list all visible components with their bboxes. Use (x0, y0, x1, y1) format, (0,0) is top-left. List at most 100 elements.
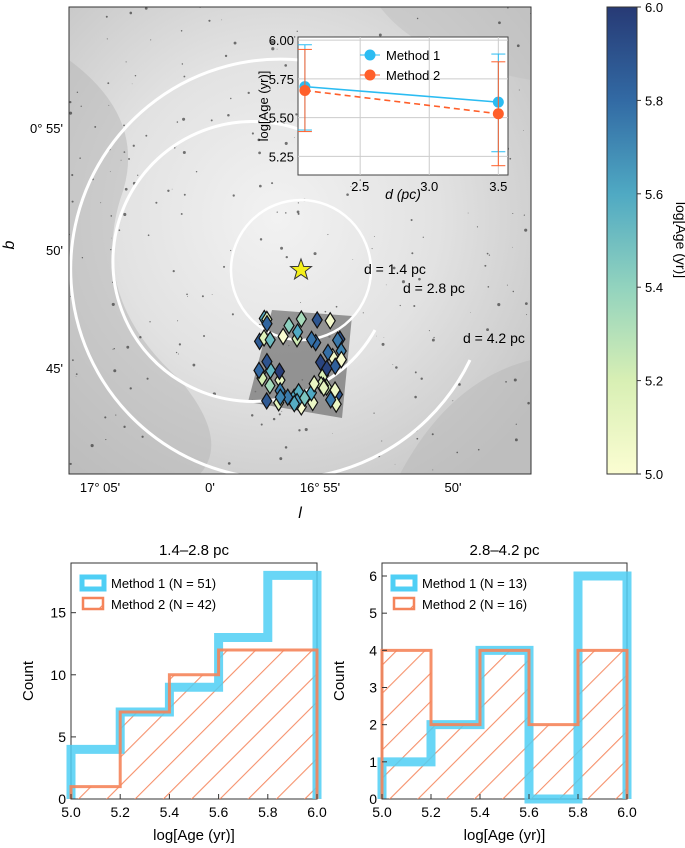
star-diamond (305, 330, 318, 349)
inset-legend-label: Method 2 (386, 68, 440, 83)
star-diamond (273, 362, 286, 381)
field-star (411, 252, 414, 255)
histogram-1.4-2.8pc: 5.0 5.2 5.4 5.6 5.8 6.0 0 5 10 15 1.4–2.8 pc log[Ag… (20, 542, 327, 844)
field-star (105, 15, 108, 18)
field-star (105, 438, 107, 441)
field-star (71, 173, 74, 177)
star-diamond (261, 314, 273, 333)
field-star (381, 440, 383, 442)
field-star (145, 134, 148, 137)
field-star (467, 212, 469, 214)
method2-histogram (69, 648, 319, 799)
legend-method1-swatch (390, 574, 418, 592)
field-star (233, 41, 237, 45)
star-diamond (324, 311, 336, 330)
field-star (129, 11, 133, 15)
field-star (371, 248, 373, 250)
field-star (224, 54, 228, 58)
field-star (107, 82, 110, 85)
field-star (335, 305, 338, 308)
field-star (210, 119, 213, 122)
field-star (428, 330, 430, 332)
field-star (230, 249, 232, 252)
field-star (123, 124, 125, 127)
field-star (486, 252, 489, 255)
inset-legend-label: Method 1 (386, 48, 440, 63)
field-star (418, 277, 421, 281)
field-star (223, 265, 226, 268)
inset-xtick: 2.5 (351, 179, 369, 194)
field-star (109, 171, 111, 173)
star-diamond (261, 352, 273, 371)
field-star (476, 226, 479, 228)
field-star (167, 189, 170, 192)
field-star (431, 338, 435, 342)
field-star (120, 159, 122, 161)
field-star (104, 416, 107, 419)
field-star (118, 229, 121, 232)
field-star (132, 144, 135, 147)
field-star (294, 137, 295, 138)
field-star (514, 438, 518, 442)
field-star (182, 117, 186, 121)
field-star (112, 348, 114, 350)
field-star (100, 202, 102, 204)
inset-ytick: 5.25 (269, 149, 294, 164)
map-ytick: 50' (46, 243, 63, 258)
field-star (125, 61, 127, 63)
star-diamond (283, 316, 295, 335)
field-star (296, 30, 298, 32)
field-star (284, 446, 288, 449)
field-star (359, 179, 361, 181)
field-star (523, 214, 525, 216)
colorbar-tick-label: 6.0 (645, 0, 663, 15)
field-star (385, 284, 387, 286)
field-star (298, 429, 301, 432)
hist-xlabel: log[Age (yr)] (153, 827, 235, 844)
field-star (513, 378, 517, 382)
field-star (94, 125, 97, 128)
field-star (180, 30, 183, 32)
colorbar-tick-label: 5.6 (645, 187, 663, 202)
star-diamond (331, 331, 344, 350)
field-star (498, 21, 501, 25)
field-star (313, 252, 317, 256)
field-star (304, 427, 308, 432)
inset-legend-marker (364, 49, 376, 61)
field-star (250, 414, 254, 417)
method2-histogram (380, 648, 629, 799)
star-diamond (274, 388, 287, 407)
field-star (227, 113, 230, 117)
hist-xtick-label: 5.4 (470, 804, 490, 820)
field-star (192, 363, 196, 367)
field-star (69, 462, 72, 466)
star-diamond (291, 322, 304, 342)
field-star (420, 377, 423, 380)
hist-xtick-label: 5.0 (61, 804, 81, 820)
field-star (106, 38, 108, 40)
field-star (146, 377, 149, 380)
field-star (126, 345, 130, 349)
field-star (124, 187, 128, 191)
field-star (123, 212, 127, 216)
inset-ytick: 5.50 (269, 111, 294, 126)
star-diamond (253, 361, 265, 380)
field-star (147, 234, 150, 237)
field-star (452, 400, 454, 402)
field-star (123, 425, 126, 428)
field-star (284, 212, 287, 214)
hist-ylabel: Count (331, 660, 348, 701)
hist-ytick-label: 3 (369, 680, 377, 696)
field-star (203, 334, 206, 337)
map-ytick: 0° 55' (30, 121, 63, 136)
field-star (416, 17, 419, 20)
field-star (456, 451, 459, 454)
field-star (276, 211, 278, 213)
field-star (524, 228, 528, 232)
field-star (69, 111, 73, 115)
field-star (383, 336, 385, 338)
map-xtick: 0' (205, 480, 215, 495)
map-xlabel: l (298, 505, 302, 522)
ring-label-2.8: d = 2.8 pc (403, 280, 465, 296)
inset-plot-area (297, 36, 509, 176)
